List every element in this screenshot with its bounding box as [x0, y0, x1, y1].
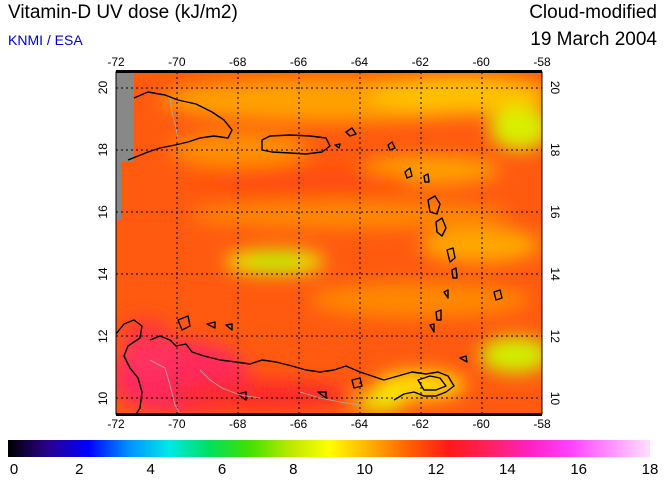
lat-tick-label: 12 [96, 329, 110, 343]
lat-tick-label: 14 [548, 267, 562, 281]
mainland-coast-west [116, 319, 143, 414]
coastlines [116, 91, 503, 414]
lat-tick-label: 14 [96, 267, 110, 281]
lon-tick-label: -62 [412, 55, 430, 69]
no-data-region [116, 72, 134, 162]
lon-tick-label: -62 [412, 417, 430, 431]
lat-tick-label: 18 [96, 143, 110, 157]
lat-tick-label: 10 [96, 391, 110, 405]
lon-tick-label: -60 [472, 55, 490, 69]
lon-tick-label: -64 [351, 417, 369, 431]
lon-tick-label: -58 [533, 417, 551, 431]
latitude-ticks-right: 10 12 14 16 18 20 [548, 81, 562, 406]
lat-tick-label: 20 [548, 81, 562, 95]
colorbar-tick-label: 14 [499, 461, 516, 478]
map-title: Vitamin-D UV dose (kJ/m2) [8, 2, 238, 23]
colorbar-tick-label: 0 [10, 461, 18, 478]
longitude-ticks-top: -72 -70 -68 -66 -64 -62 -60 -58 [107, 55, 551, 69]
condition-label: Cloud-modified [529, 2, 657, 23]
lon-tick-label: -68 [229, 417, 247, 431]
colorbar-tick-label: 6 [218, 461, 226, 478]
mainland-coast-north [149, 335, 455, 401]
lat-tick-label: 10 [548, 392, 562, 406]
colorbar-tick-label: 12 [428, 461, 445, 478]
colorbar-tick-label: 18 [642, 461, 659, 478]
dose-field [116, 75, 542, 414]
borders [149, 97, 361, 414]
map-frame-bottom-bar [116, 413, 542, 416]
lon-tick-label: -70 [168, 417, 186, 431]
date-label: 19 March 2004 [530, 29, 657, 50]
lat-tick-label: 16 [96, 205, 110, 219]
lon-tick-label: -58 [533, 55, 551, 69]
lon-tick-label: -72 [107, 417, 125, 431]
lon-tick-label: -66 [290, 417, 308, 431]
map-area [116, 72, 542, 414]
colorbar-tick-label: 16 [570, 461, 587, 478]
colorbar [8, 440, 650, 457]
latitude-ticks-left: 10 12 14 16 18 20 [96, 81, 110, 406]
lon-tick-label: -68 [229, 55, 247, 69]
no-data-region-lower [116, 160, 121, 220]
lat-tick-label: 20 [96, 81, 110, 95]
colorbar-tick-label: 8 [289, 461, 297, 478]
lon-tick-label: -60 [472, 417, 490, 431]
map-frame-top-bar [116, 70, 542, 73]
lat-tick-label: 12 [548, 330, 562, 344]
longitude-ticks-bottom: -72 -70 -68 -66 -64 -62 -60 -58 [107, 417, 551, 431]
colorbar-tick-label: 2 [75, 461, 83, 478]
lon-tick-label: -70 [168, 55, 186, 69]
lat-tick-label: 18 [548, 143, 562, 157]
map-grid [116, 72, 542, 414]
colorbar-tick-label: 10 [356, 461, 373, 478]
lon-tick-label: -72 [107, 55, 125, 69]
source-label: KNMI / ESA [8, 32, 83, 48]
colorbar-ticks: 0 2 4 6 8 10 12 14 16 18 [10, 461, 659, 478]
lon-tick-label: -66 [290, 55, 308, 69]
colorbar-tick-label: 4 [146, 461, 154, 478]
lat-tick-label: 16 [548, 205, 562, 219]
hispaniola-coast [127, 91, 233, 161]
lon-tick-label: -64 [351, 55, 369, 69]
puerto-rico-coast [261, 134, 331, 155]
trinidad-coast [417, 375, 447, 391]
